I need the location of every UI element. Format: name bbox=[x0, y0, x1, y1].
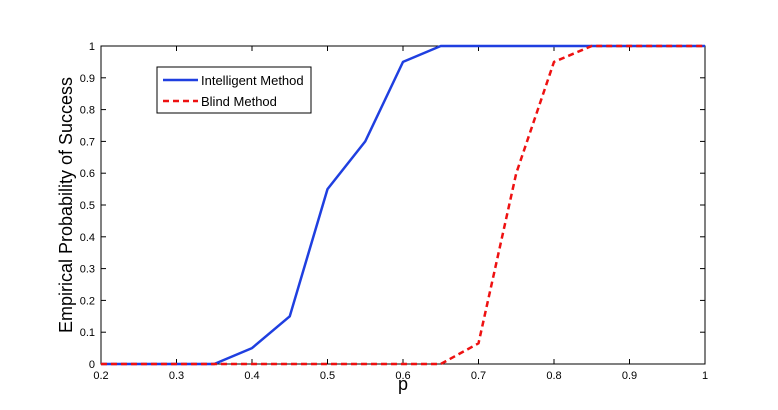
y-tick-label: 0.9 bbox=[80, 73, 95, 85]
y-tick-label: 0.6 bbox=[80, 168, 95, 180]
legend-label: Blind Method bbox=[201, 94, 277, 109]
y-tick-label: 0.5 bbox=[80, 200, 95, 212]
axis-ticks: 0.2 0.3 0.4 0.5 0.6 0.7 0.8 0.9 1 0 0.1 0.2 0.3 0.4 0.… bbox=[80, 41, 708, 382]
x-tick-label: 0.6 bbox=[395, 370, 410, 382]
x-tick-label: 0.8 bbox=[546, 370, 561, 382]
y-tick-label: 1 bbox=[89, 41, 95, 53]
x-tick-label: 1 bbox=[702, 370, 708, 382]
y-axis-label: Empirical Probability of Success bbox=[56, 77, 76, 333]
y-tick-label: 0 bbox=[89, 359, 95, 371]
y-tick-label: 0.4 bbox=[80, 232, 95, 244]
y-tick-label: 0.1 bbox=[80, 327, 95, 339]
y-tick-label: 0.3 bbox=[80, 264, 95, 276]
legend-box bbox=[156, 66, 312, 114]
x-tick-label: 0.3 bbox=[169, 370, 184, 382]
legend: Intelligent Method Blind Method bbox=[156, 66, 312, 114]
x-tick-label: 0.5 bbox=[320, 370, 335, 382]
x-tick-label: 0.2 bbox=[93, 370, 108, 382]
x-tick-label: 0.7 bbox=[471, 370, 486, 382]
x-axis-label: p bbox=[398, 374, 408, 394]
y-tick-label: 0.8 bbox=[80, 105, 95, 117]
x-tick-label: 0.4 bbox=[244, 370, 259, 382]
series-line-2 bbox=[101, 44, 705, 366]
legend-label: Intelligent Method bbox=[201, 73, 304, 88]
series-layer bbox=[101, 44, 705, 366]
y-tick-label: 0.2 bbox=[80, 295, 95, 307]
y-tick-label: 0.7 bbox=[80, 136, 95, 148]
x-tick-label: 0.9 bbox=[622, 370, 637, 382]
